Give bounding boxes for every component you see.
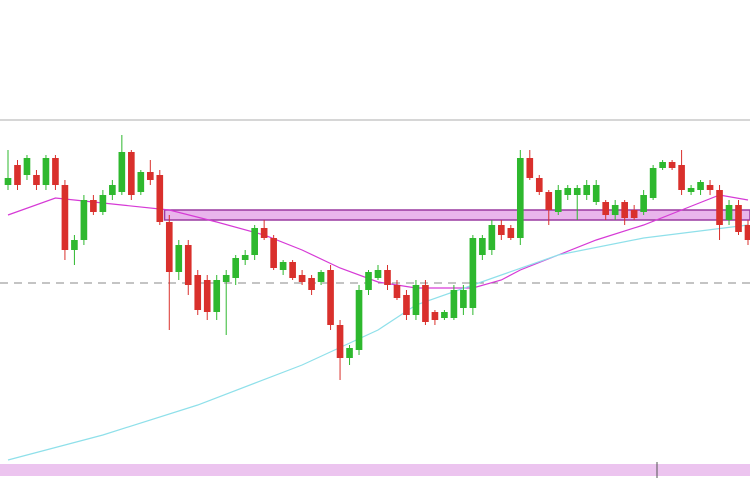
- candle-body: [42, 158, 50, 185]
- candle-body: [611, 205, 619, 215]
- candle-body: [33, 175, 40, 185]
- candle-body: [71, 240, 78, 250]
- candle-body: [251, 228, 258, 255]
- candle-body: [422, 285, 429, 322]
- candle-body: [118, 152, 126, 192]
- candle-body: [14, 165, 21, 185]
- candle-body: [232, 258, 240, 278]
- candle-body: [640, 195, 647, 212]
- candle-body: [716, 190, 723, 225]
- candle-body: [52, 158, 59, 185]
- candle-body: [61, 185, 69, 250]
- candle-body: [649, 168, 657, 198]
- candle-body: [146, 172, 154, 180]
- candle-body: [545, 192, 553, 210]
- candle-body: [175, 245, 183, 272]
- candle-body: [308, 278, 315, 290]
- candle-body: [4, 178, 12, 185]
- candle-body: [23, 158, 31, 175]
- candle-body: [194, 275, 202, 310]
- candle-body: [99, 195, 107, 212]
- candle-body: [346, 348, 353, 358]
- candle-body: [592, 185, 600, 202]
- candle-body: [298, 275, 306, 282]
- candle-body: [374, 270, 382, 278]
- zone: [163, 209, 750, 221]
- candle-body: [355, 290, 363, 350]
- candle-body: [697, 182, 704, 190]
- candle-body: [479, 238, 486, 255]
- candle-body: [279, 262, 287, 270]
- candle-body: [403, 295, 410, 315]
- candle-body: [412, 285, 420, 315]
- candle-body: [706, 185, 714, 190]
- candle-body: [460, 290, 467, 308]
- candle-body: [630, 210, 638, 218]
- candle-body: [507, 228, 515, 238]
- candle-body: [260, 228, 268, 238]
- moving-average: [7, 224, 749, 461]
- candle-body: [336, 325, 344, 358]
- candle-body: [535, 178, 543, 192]
- candle-body: [526, 158, 534, 178]
- candle-body: [735, 205, 742, 232]
- candle-body: [128, 152, 135, 195]
- candle-body: [583, 185, 591, 195]
- candle-body: [270, 238, 277, 268]
- candle-body: [241, 255, 249, 260]
- candle-body: [317, 272, 325, 282]
- candle-body: [109, 185, 116, 195]
- candle-body: [516, 158, 524, 238]
- candle-body: [327, 270, 334, 325]
- candle-body: [90, 200, 97, 212]
- candle-body: [222, 275, 230, 282]
- candle-body: [289, 262, 296, 278]
- candle-body: [393, 285, 401, 298]
- candle-body: [687, 188, 695, 192]
- candle-body: [384, 270, 391, 285]
- candle-body: [184, 245, 192, 285]
- candle-body: [668, 162, 676, 168]
- candle-body: [203, 280, 211, 312]
- candle-body: [431, 312, 439, 320]
- candle-body: [365, 272, 372, 290]
- candle-body: [554, 190, 562, 212]
- candle-body: [213, 280, 221, 312]
- candle-body: [488, 225, 496, 250]
- candle-body: [678, 165, 685, 190]
- candle-body: [156, 175, 164, 222]
- candle-body: [564, 188, 572, 195]
- candle-body: [137, 172, 145, 192]
- candle-body: [725, 205, 733, 220]
- candle-body: [469, 238, 477, 308]
- candle-body: [441, 312, 448, 318]
- time-axis-band: [0, 464, 750, 476]
- candle-body: [450, 290, 458, 318]
- candle-body: [80, 200, 88, 240]
- candle-body: [621, 202, 628, 218]
- candle-body: [165, 222, 173, 272]
- candle-body: [659, 162, 666, 168]
- candle-body: [498, 225, 505, 235]
- candle-body: [602, 202, 610, 215]
- candle-body: [573, 188, 581, 195]
- candle-body: [744, 225, 750, 240]
